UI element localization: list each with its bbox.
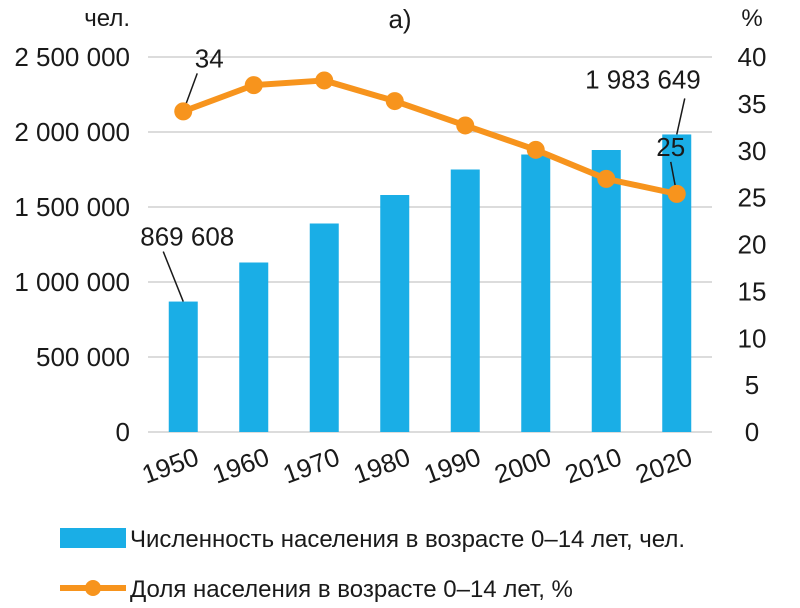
series-line [180,77,680,197]
right-tick-label: 10 [738,323,767,353]
line-point [174,102,193,121]
bar [168,301,198,432]
right-tick-label: 20 [738,230,767,260]
x-tick-label: 1990 [420,442,485,490]
bar [239,262,269,432]
data-label: 34 [195,43,224,73]
left-tick-label: 1 000 000 [14,267,130,297]
data-label: 1 983 649 [585,64,701,94]
legend-line-marker [85,580,101,596]
left-axis-ticks: 0 500 000 1 000 000 1 500 000 2 000 000 2 500… [14,42,130,447]
x-tick-label: 1980 [349,442,414,490]
x-tick-label: 1950 [138,442,203,490]
line-point [456,116,475,135]
annotation-leader [676,98,686,135]
left-tick-label: 500 000 [36,342,130,372]
right-tick-label: 35 [738,89,767,119]
bar [521,154,551,432]
line-series [174,71,686,203]
x-axis-ticks: 1950 1960 1970 1980 1990 2000 2010 2020 [138,442,696,490]
left-tick-label: 2 000 000 [14,117,130,147]
bar [662,134,692,433]
right-axis-ticks: 0 5 10 15 20 25 30 35 40 [738,42,767,447]
line-point [385,92,404,111]
data-label: 869 608 [140,222,234,252]
x-tick-label: 2010 [561,442,626,490]
bar [450,169,480,432]
x-tick-label: 2000 [490,442,555,490]
right-tick-label: 5 [745,370,759,400]
left-tick-label: 2 500 000 [14,42,130,72]
x-tick-label: 2020 [631,442,696,490]
left-axis-unit: чел. [84,5,130,32]
left-tick-label: 1 500 000 [14,192,130,222]
bar [309,223,339,432]
annotation-leader [162,251,184,302]
bar [380,195,410,432]
line-point [526,140,545,159]
legend-line-label: Доля населения в возрасте 0–14 лет, % [130,576,573,603]
chart-title: а) [388,4,411,34]
line-point [244,76,263,95]
legend: Численность населения в возрасте 0–14 ле… [60,526,685,603]
line-point [315,71,334,90]
data-labels: 869 608 1 983 649 34 25 [140,43,701,251]
data-label: 25 [656,132,685,162]
line-point [597,169,616,188]
right-tick-label: 25 [738,183,767,213]
right-tick-label: 0 [745,417,759,447]
bar-series [168,134,692,433]
x-tick-label: 1960 [208,442,273,490]
x-tick-label: 1970 [279,442,344,490]
legend-bar-label: Численность населения в возрасте 0–14 ле… [130,526,685,553]
bar [591,150,621,432]
right-tick-label: 40 [738,42,767,72]
left-tick-label: 0 [116,417,130,447]
legend-bar-swatch [60,528,126,548]
right-tick-label: 15 [738,276,767,306]
line-point [667,184,686,203]
right-axis-unit: % [741,5,762,32]
right-tick-label: 30 [738,136,767,166]
